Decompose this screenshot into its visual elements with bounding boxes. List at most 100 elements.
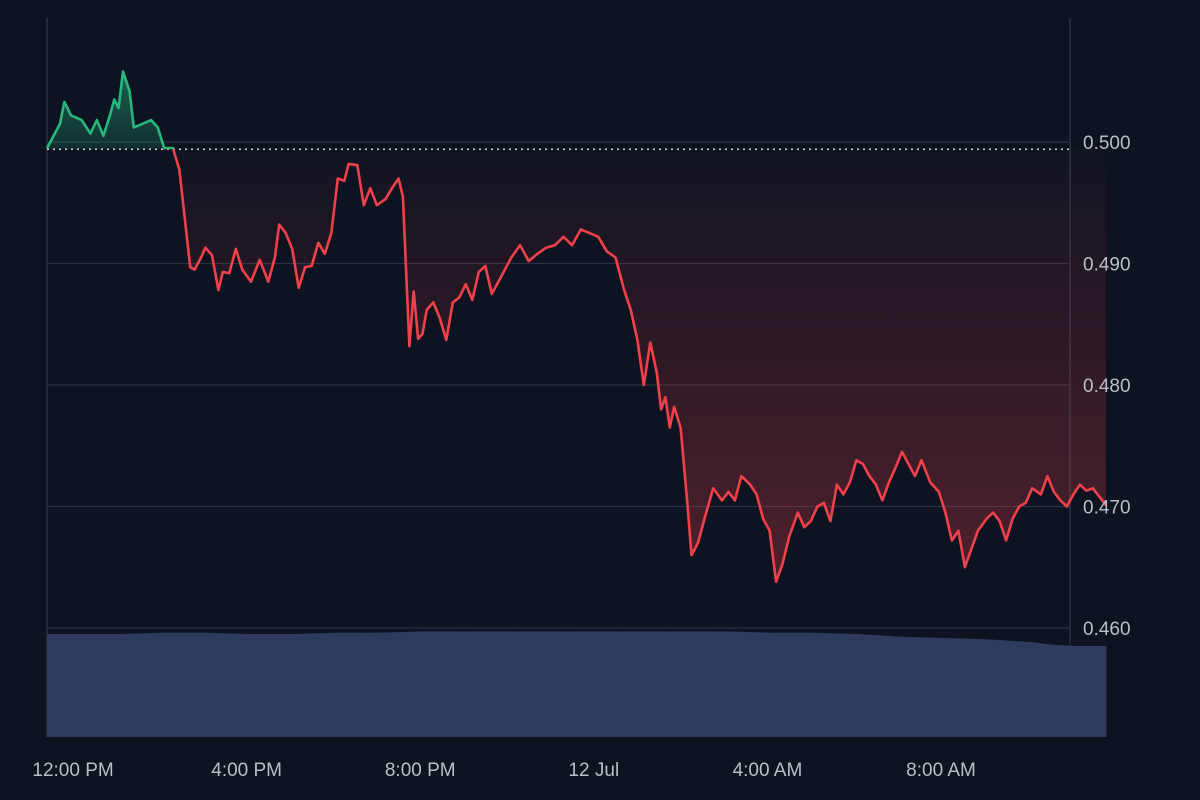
y-tick-label: 0.470 <box>1083 498 1131 519</box>
volume-bar <box>494 631 499 737</box>
area-above-baseline <box>47 71 174 150</box>
volume-bar <box>971 638 977 737</box>
x-tick-label: 4:00 AM <box>733 760 803 781</box>
price-line-below-baseline <box>163 149 1108 584</box>
volume-bar <box>537 631 543 737</box>
volume-bar <box>363 632 369 737</box>
volume-bar <box>706 631 712 737</box>
volume-bar <box>103 634 109 737</box>
volume-bar <box>259 634 265 737</box>
volume-bar <box>55 634 61 737</box>
volume-bar <box>880 635 886 737</box>
volume-bar <box>1092 645 1098 737</box>
volume-bar <box>524 631 530 737</box>
volume-bar <box>954 638 959 737</box>
volume-bar <box>693 631 699 737</box>
volume-bar <box>1023 641 1029 737</box>
volume-bar <box>198 632 204 737</box>
x-tick-label: 12:00 PM <box>32 760 113 781</box>
volume-bar <box>719 631 725 737</box>
volume-bar <box>1075 645 1081 737</box>
volume-bar <box>810 632 816 737</box>
volume-bar <box>528 631 534 737</box>
volume-bar <box>433 631 439 737</box>
volume-bar <box>355 632 360 737</box>
volume-bar <box>368 632 373 737</box>
volume-bar <box>815 632 821 737</box>
volume-bar <box>1045 644 1051 737</box>
volume-bar <box>932 637 938 737</box>
volume-bar <box>676 631 682 737</box>
volume-bar <box>572 631 577 737</box>
price-areas <box>47 71 1106 582</box>
y-axis: 0.460 0.470 0.480 0.490 0.500 <box>1083 133 1131 640</box>
volume-bar <box>949 638 955 737</box>
volume-bar <box>172 632 178 737</box>
x-tick-label: 8:00 AM <box>906 760 976 781</box>
volume-bar <box>481 631 486 737</box>
volume-bar <box>615 631 621 737</box>
volume-bar <box>376 632 382 737</box>
volume-bar <box>619 631 625 737</box>
volume-bar <box>437 631 443 737</box>
volume-bar <box>459 631 465 737</box>
volume-bar <box>658 631 664 737</box>
volume-bar <box>897 636 903 737</box>
volume-bar <box>211 632 217 737</box>
volume-bar <box>598 631 604 737</box>
volume-bar <box>203 632 209 737</box>
x-tick-label: 4:00 PM <box>211 760 282 781</box>
volume-bar <box>1036 643 1042 737</box>
volume-bar <box>628 631 634 737</box>
volume-bar <box>589 631 595 737</box>
volume-bar <box>86 634 91 737</box>
volume-bar <box>580 631 586 737</box>
volume-bar <box>264 634 269 737</box>
volume-bar <box>1062 645 1068 737</box>
volume-bar <box>546 631 551 737</box>
volume-bar <box>654 631 660 737</box>
volume-bar <box>776 632 781 737</box>
volume-bar <box>641 631 647 737</box>
volume-bar <box>832 633 838 737</box>
volume-bar <box>303 633 308 737</box>
volume-bar <box>420 631 426 737</box>
volume-bar <box>671 631 677 737</box>
volume-bar <box>381 632 387 737</box>
volume-bar <box>1049 644 1055 737</box>
volume-bar <box>220 633 226 737</box>
volume-bar <box>107 634 113 737</box>
volume-bar <box>346 632 352 737</box>
volume-bar <box>146 633 152 737</box>
volume-bar <box>424 631 430 737</box>
volume-bar <box>1027 641 1033 737</box>
volume-bar <box>763 632 768 737</box>
y-tick-label: 0.500 <box>1083 133 1131 154</box>
volume-bar <box>732 631 738 737</box>
volume-bar <box>984 639 990 737</box>
volume-bar <box>1088 645 1094 737</box>
volume-bar <box>715 631 721 737</box>
volume-bar <box>611 631 617 737</box>
volume-bar <box>1006 640 1011 737</box>
volume-bar <box>667 631 673 737</box>
volume-bar <box>884 635 890 737</box>
volume-bar <box>520 631 525 737</box>
volume-bar <box>159 632 165 737</box>
volume-bar <box>467 631 473 737</box>
volume-bar <box>125 633 130 737</box>
volume-bar <box>329 632 334 737</box>
volume-bar <box>737 631 742 737</box>
volume-bar <box>771 632 777 737</box>
volume-bar <box>919 637 925 737</box>
volume-bar <box>394 632 400 737</box>
volume-bar <box>606 631 612 737</box>
volume-bar <box>576 631 582 737</box>
volume-bar <box>541 631 547 737</box>
volume-bar <box>77 634 83 737</box>
volume-bar <box>1079 645 1085 737</box>
volume-bar <box>472 631 478 737</box>
volume-bar <box>789 632 794 737</box>
volume-bar <box>550 631 556 737</box>
